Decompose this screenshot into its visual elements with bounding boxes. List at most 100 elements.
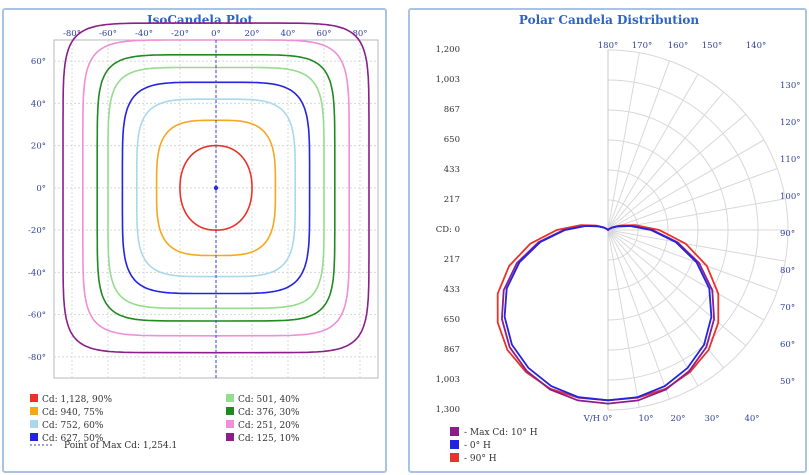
- legend-swatch: [226, 420, 234, 428]
- polar-grid-spoke: [607, 167, 778, 231]
- polar-legend: - Max Cd: 10° H - 0° H - 90° H: [450, 427, 538, 464]
- legend-swatch: [30, 394, 38, 402]
- polar-grid-spoke: [607, 52, 640, 231]
- legend-label: Cd: 376, 30%: [238, 408, 300, 418]
- legend-label: Cd: 251, 20%: [238, 421, 300, 431]
- legend-label: Cd: 940, 75%: [42, 408, 104, 418]
- cd-tick-label: 650: [444, 135, 460, 145]
- cd-tick-label: 1,200: [436, 45, 460, 55]
- polar-bottom-angle-label: 10°: [638, 414, 653, 424]
- x-tick-label: -60°: [99, 29, 117, 39]
- x-tick-label: -40°: [135, 29, 153, 39]
- isocandela-contour: [82, 39, 350, 337]
- polar-right-angle-label: 130°: [780, 81, 800, 91]
- polar-bottom-angle-label: 20°: [670, 414, 685, 424]
- polar-right-angle-label: 90°: [780, 229, 795, 239]
- legend-swatch: [226, 433, 234, 441]
- polar-bottom-angle-label: 30°: [704, 414, 719, 424]
- polar-grid-spoke: [607, 73, 699, 231]
- polar-grid-spoke: [607, 229, 786, 262]
- cd-tick-label: 217: [444, 195, 460, 205]
- polar-grid-spoke: [607, 229, 747, 347]
- isocandela-panel: IsoCandela Plot -80° -60° -40° -20° 0° 20° 40°…: [2, 8, 387, 473]
- legend-label: Cd: 627, 50%: [42, 434, 104, 444]
- y-tick-label: 40°: [31, 99, 46, 109]
- polar-legend-label: - 90° H: [464, 454, 497, 464]
- legend-swatch: [30, 407, 38, 415]
- isocandela-contour: [96, 54, 336, 322]
- polar-legend-swatch: [450, 453, 459, 462]
- polar-grid-spoke: [607, 113, 747, 231]
- cd-tick-label: 433: [444, 285, 460, 295]
- isocandela-contour: [136, 98, 296, 278]
- isocandela-contour: [121, 81, 311, 295]
- legend-label: Cd: 125, 10%: [238, 434, 300, 444]
- polar-bottom-angle-label: V/H 0°: [583, 414, 613, 424]
- polar-curve: [503, 225, 713, 402]
- x-tick-label: 0°: [211, 29, 221, 39]
- cd-tick-label: CD: 0: [436, 225, 460, 235]
- polar-bottom-angle-label: 40°: [744, 414, 759, 424]
- legend-max-point-label: Point of Max Cd: 1,254.1: [64, 441, 177, 451]
- polar-grid-spoke: [607, 139, 765, 231]
- polar-grid-spoke: [607, 60, 671, 231]
- polar-panel: Polar Candela Distribution 1,200 1,003 867…: [408, 8, 807, 473]
- polar-right-angle-label: 60°: [780, 340, 795, 350]
- isocandela-contour: [155, 119, 277, 257]
- legend-swatch: [226, 394, 234, 402]
- y-tick-label: 0°: [36, 184, 46, 194]
- polar-legend-swatch: [450, 427, 459, 436]
- polar-legend-swatch: [450, 440, 459, 449]
- y-tick-label: 20°: [31, 142, 46, 152]
- polar-chart: Polar Candela Distribution 1,200 1,003 867…: [436, 13, 801, 464]
- cd-tick-label: 867: [444, 105, 460, 115]
- cd-tick-label: 217: [444, 255, 460, 265]
- isocandela-legend: Cd: 1,128, 90% Cd: 940, 75% Cd: 752, 60% Cd…: [30, 394, 300, 451]
- polar-grid-spoke: [607, 229, 671, 400]
- polar-grid-spoke: [607, 229, 765, 321]
- y-tick-label: -20°: [28, 226, 46, 236]
- polar-top-angle-label: 170°: [632, 41, 652, 51]
- polar-right-angle-label: 110°: [780, 155, 800, 165]
- cd-tick-label: 1,003: [436, 75, 460, 85]
- polar-legend-label: - Max Cd: 10° H: [464, 428, 538, 438]
- polar-top-angle-label: 180°: [598, 41, 618, 51]
- polar-right-angle-label: 50°: [780, 377, 795, 387]
- isocandela-contour: [62, 22, 370, 354]
- isocandela-chart: IsoCandela Plot -80° -60° -40° -20° 0° 20° 40°…: [28, 13, 379, 451]
- x-tick-label: 80°: [352, 29, 367, 39]
- polar-right-angle-label: 80°: [780, 266, 795, 276]
- legend-swatch: [226, 407, 234, 415]
- x-tick-label: -20°: [171, 29, 189, 39]
- x-tick-label: 40°: [280, 29, 295, 39]
- isocandela-title: IsoCandela Plot: [147, 13, 254, 27]
- polar-grid-spoke: [607, 229, 699, 387]
- isocandela-contour: [179, 144, 253, 231]
- polar-grid-spoke: [607, 229, 778, 293]
- polar-grid-spoke: [607, 91, 725, 231]
- polar-right-angle-label: 100°: [780, 192, 800, 202]
- polar-grid-spoke: [607, 229, 640, 408]
- x-tick-label: 20°: [244, 29, 259, 39]
- polar-legend-label: - 0° H: [464, 441, 491, 451]
- polar-title: Polar Candela Distribution: [519, 13, 699, 27]
- cd-tick-label: 650: [444, 315, 460, 325]
- isocandela-contour: [107, 66, 325, 310]
- y-tick-label: -80°: [28, 353, 46, 363]
- legend-label: Cd: 501, 40%: [238, 395, 300, 405]
- polar-right-angle-label: 120°: [780, 118, 800, 128]
- polar-top-angle-label: 140°: [746, 41, 766, 51]
- y-tick-label: 60°: [31, 57, 46, 67]
- x-tick-label: 60°: [316, 29, 331, 39]
- x-tick-label: -80°: [63, 29, 81, 39]
- polar-right-angle-label: 70°: [780, 303, 795, 313]
- cd-tick-label: 1,300: [436, 405, 460, 415]
- legend-label: Cd: 1,128, 90%: [42, 395, 112, 405]
- legend-label: Cd: 752, 60%: [42, 421, 104, 431]
- polar-top-angle-label: 150°: [702, 41, 722, 51]
- cd-tick-label: 1,003: [436, 375, 460, 385]
- cd-tick-label: 433: [444, 165, 460, 175]
- legend-swatch: [30, 420, 38, 428]
- legend-swatch: [30, 433, 38, 441]
- cd-tick-label: 867: [444, 345, 460, 355]
